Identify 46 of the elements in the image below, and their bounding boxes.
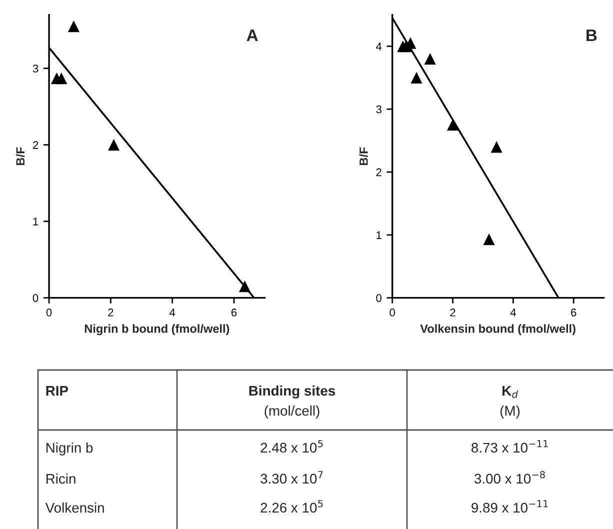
x-tick-label: 6 [571,308,576,316]
text: Ricin [46,474,76,484]
text: 9.89 x 10$^{−11}$ [472,500,548,513]
point [446,119,459,131]
x-axis-title: Nigrin b bound (fmol/well) [84,324,230,336]
y-tick-label: 1 [376,231,382,239]
point [56,72,68,84]
point [238,280,251,292]
text: Nigrin b [46,442,93,456]
point [108,139,120,151]
text: (M) [500,406,520,418]
text: (mol/cell) [264,406,320,418]
y-axis-title: B/F [16,147,25,166]
x-axis-title: Volkensin bound (fmol/well) [420,324,576,336]
y-tick-label: 3 [32,64,38,72]
y-tick-label: 2 [33,141,38,149]
text: 2.48 x 10$^{5}$ [260,440,323,453]
point [68,20,80,32]
x-tick-label: 0 [390,308,395,316]
text: B [586,30,597,42]
y-tick-label: 0 [32,294,38,302]
text: 3.00 x 10$^{−8}$ [474,470,545,484]
x-tick-label: 6 [231,308,237,316]
text: K$_{d}$ [502,386,518,398]
x-tick-label: 0 [46,308,52,316]
point [490,141,502,153]
y-tick-label: 3 [376,105,382,114]
text: 3.30 x 10$^{7}$ [260,471,323,484]
y-tick-label: 1 [33,218,38,226]
text: Binding sites [249,385,336,399]
text: Volkensin [45,502,104,513]
y-tick-label: 0 [376,294,382,302]
x-tick-label: 2 [108,308,114,316]
point [424,53,436,65]
x-tick-label: 4 [510,308,516,316]
x-tick-label: 2 [450,308,456,316]
x-tick-label: 4 [170,308,176,316]
point [483,234,495,246]
text: 2.26 x 10$^{5}$ [260,500,323,513]
y-tick-label: 4 [376,42,382,50]
text: RIP [46,386,68,396]
text: A [246,30,258,42]
y-tick-label: 2 [376,168,382,176]
y-axis-title: B/F [359,147,368,166]
text: 8.73 x 10$^{−11}$ [472,440,548,453]
point [410,72,422,84]
